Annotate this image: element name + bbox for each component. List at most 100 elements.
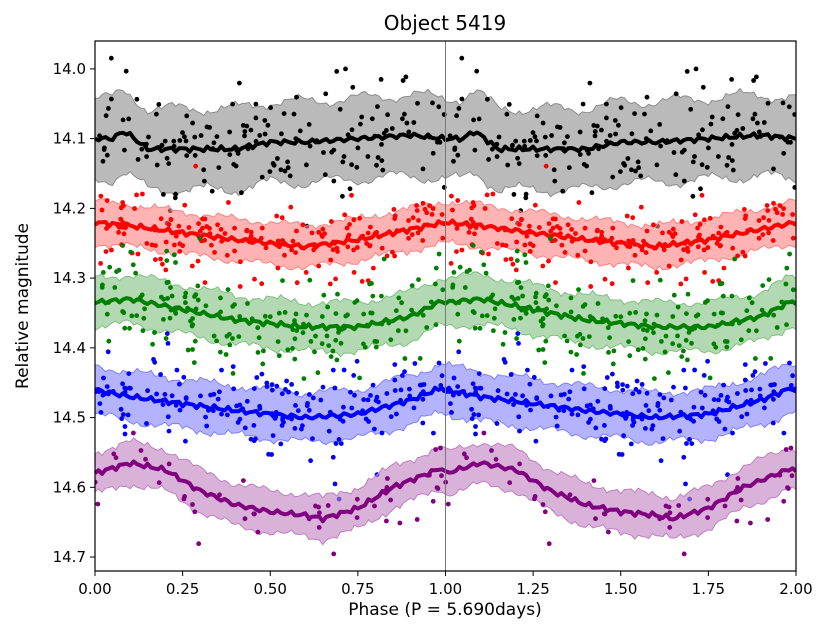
data-point [471,412,477,417]
data-point [638,173,644,179]
data-point [439,212,445,217]
data-point [445,501,451,507]
data-point [416,277,421,282]
data-point [511,296,517,302]
data-point [379,158,385,164]
data-point [527,381,533,387]
data-point [396,295,402,301]
data-point [109,96,114,102]
data-point [516,341,521,346]
chart-title: Object 5419 [384,11,506,35]
data-point [255,529,261,535]
data-point [695,225,700,231]
data-point [449,193,454,199]
data-point [367,243,373,248]
data-point [626,265,631,271]
data-point [627,353,633,359]
data-point [654,162,660,168]
data-point [594,228,600,234]
data-point [436,360,442,366]
data-point [166,461,172,467]
data-point [565,134,570,140]
data-point [251,386,257,391]
data-point [226,200,231,205]
data-point [410,215,416,221]
data-point [375,104,380,109]
data-point [101,147,107,152]
data-point [613,313,619,319]
data-point [172,195,178,201]
data-point [290,238,296,244]
data-point [760,232,766,238]
data-point [603,436,609,442]
data-point [351,247,356,253]
data-point [166,222,172,227]
data-point [678,257,684,263]
data-point [545,283,551,289]
data-point [533,294,538,300]
data-point [197,236,203,241]
data-point [503,257,509,262]
data-point [435,139,440,145]
data-point [427,203,432,209]
data-point [738,497,744,503]
data-point [254,375,260,380]
data-point [771,396,776,402]
data-point [98,261,103,266]
data-point [127,385,133,391]
data-point [766,277,772,282]
data-point [186,225,192,230]
data-point [657,277,663,283]
data-point [232,248,238,254]
data-point [566,165,572,171]
data-point [780,100,786,106]
data-point [484,192,490,198]
data-point [321,292,327,298]
data-point [734,127,740,133]
data-point [720,116,726,122]
data-point [613,131,618,137]
data-point [237,284,243,289]
data-point [519,217,524,222]
data-point [663,503,669,509]
data-point [409,307,414,313]
data-point [451,375,457,381]
data-point [448,401,453,406]
data-point [319,314,325,319]
data-point [490,191,496,197]
data-point [407,393,413,399]
data-point [681,348,686,354]
data-point [180,130,185,136]
data-point [542,294,548,299]
data-point [99,285,105,290]
data-point [183,396,189,402]
data-point [524,233,530,239]
data-point [185,347,191,353]
data-point [533,438,539,444]
data-point [569,367,575,373]
data-point [540,120,546,126]
data-point [308,458,313,464]
data-point [196,221,202,227]
x-tick-label: 0.50 [254,580,287,598]
data-point [750,116,756,122]
data-point [128,249,134,255]
data-point [357,215,363,221]
data-point [183,138,189,144]
data-point [415,100,420,106]
data-point [436,251,442,257]
data-point [439,473,444,479]
data-point [116,230,121,235]
data-point [209,188,215,194]
data-point [282,252,287,258]
data-point [120,381,125,387]
data-point [690,159,696,165]
data-point [531,374,537,380]
data-point [435,486,441,491]
data-point [525,367,530,373]
data-point [696,132,701,138]
data-point [101,375,106,381]
data-point [332,385,338,391]
data-point [395,328,401,334]
